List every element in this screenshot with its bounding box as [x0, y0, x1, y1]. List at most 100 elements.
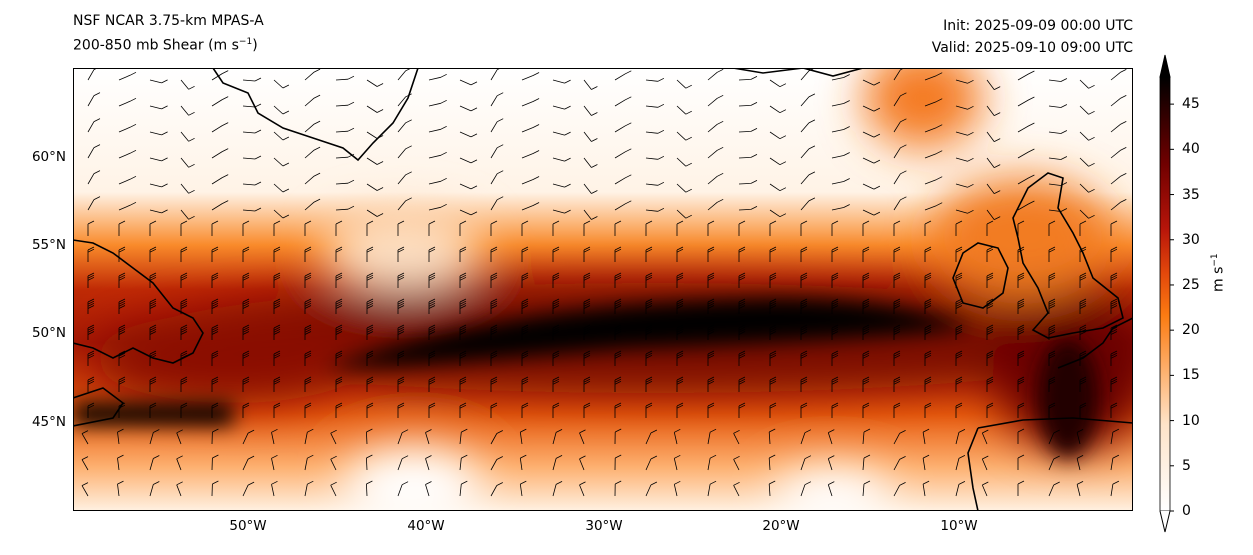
greenland-coast — [212, 68, 419, 162]
wind-barb — [645, 376, 653, 392]
wind-barb — [645, 272, 653, 288]
wind-barb — [986, 105, 1001, 116]
wind-barb — [800, 246, 808, 262]
wind-barb — [893, 376, 901, 392]
wind-barb — [242, 181, 262, 186]
wind-barb — [242, 455, 255, 471]
wind-barb — [981, 455, 989, 471]
wind-barb — [1017, 96, 1035, 107]
newfoundland-coast — [73, 239, 204, 364]
wind-barb — [149, 220, 157, 236]
wind-barb — [87, 376, 95, 392]
wind-barb — [335, 376, 343, 392]
wind-barb — [614, 220, 622, 236]
wind-barb — [211, 246, 219, 262]
wind-barb — [273, 376, 281, 392]
wind-barb — [827, 481, 835, 497]
wind-barb — [521, 246, 529, 262]
wind-barb — [986, 324, 994, 340]
wind-barb — [924, 350, 932, 366]
wind-barb — [1017, 376, 1025, 392]
wind-barb — [521, 72, 540, 81]
wind-barb — [738, 206, 758, 211]
wind-barb — [211, 324, 219, 340]
wind-barb — [149, 272, 157, 288]
wind-barb — [397, 246, 405, 262]
wind-barb — [304, 454, 314, 471]
wind-barb — [862, 350, 870, 366]
wind-barb — [738, 376, 746, 392]
wind-barb — [673, 428, 681, 445]
wind-barb — [490, 170, 504, 185]
wind-barb — [273, 246, 281, 262]
wind-barb — [366, 428, 373, 445]
wind-barb — [397, 171, 412, 185]
wind-barb — [986, 272, 994, 288]
wind-barb — [459, 480, 468, 497]
wind-barb — [180, 324, 188, 340]
wind-barb — [1110, 272, 1118, 288]
wind-barb — [149, 481, 160, 497]
wind-barb — [1110, 95, 1127, 107]
wind-barb — [707, 324, 715, 340]
wind-barb — [893, 170, 907, 185]
wind-barb — [490, 376, 498, 392]
wind-barb — [330, 481, 337, 497]
wind-barb — [180, 157, 195, 168]
wind-barb — [490, 196, 504, 211]
wind-barb — [521, 202, 540, 211]
wind-barb — [1110, 121, 1127, 133]
wind-barb — [645, 181, 665, 186]
wind-barb — [1079, 402, 1087, 418]
wind-barb — [800, 376, 808, 392]
wind-barb — [707, 220, 715, 236]
wind-barb — [676, 350, 684, 366]
wind-barb — [180, 183, 195, 194]
wind-barb — [862, 79, 881, 86]
wind-barb — [490, 324, 498, 340]
wind-barb — [981, 481, 989, 497]
wind-barb — [893, 324, 901, 340]
wind-barb — [118, 350, 126, 366]
wind-barb — [986, 350, 994, 366]
wind-barb — [1048, 208, 1068, 212]
wind-barb — [397, 324, 405, 340]
wind-barb — [831, 178, 850, 185]
wind-barb — [519, 454, 527, 471]
wind-barb — [459, 105, 478, 112]
wind-barb — [614, 402, 622, 418]
wind-barb — [922, 454, 930, 471]
wind-barb — [922, 480, 930, 497]
wind-barb — [149, 79, 168, 84]
wind-barb — [304, 376, 312, 392]
wind-barb — [425, 429, 432, 445]
wind-barb — [242, 350, 250, 366]
wind-barb — [955, 157, 974, 162]
wind-barb — [707, 402, 715, 418]
wind-barb — [211, 376, 219, 392]
wind-barb — [425, 455, 432, 471]
wind-barb — [1079, 157, 1095, 167]
wind-barb — [521, 150, 540, 159]
wind-barb — [583, 350, 591, 366]
wind-barb — [924, 220, 932, 236]
wind-barb — [614, 122, 632, 133]
wind-barb — [800, 324, 808, 340]
wind-barb — [490, 350, 498, 366]
wind-barb — [397, 220, 405, 236]
wind-barb — [273, 220, 281, 236]
wind-barb — [707, 350, 715, 366]
wind-barb — [831, 246, 839, 262]
wind-barb — [862, 209, 881, 216]
wind-barb — [1079, 105, 1095, 115]
wind-barb — [986, 79, 1001, 90]
wind-barb — [180, 350, 188, 366]
wind-barb — [149, 324, 157, 340]
wind-barb — [428, 99, 447, 107]
wind-barb — [862, 428, 871, 445]
wind-barb — [1079, 298, 1087, 314]
wind-barb — [335, 205, 355, 211]
wind-barb — [862, 454, 871, 471]
wind-barb — [738, 102, 758, 107]
wind-barb — [707, 454, 717, 471]
